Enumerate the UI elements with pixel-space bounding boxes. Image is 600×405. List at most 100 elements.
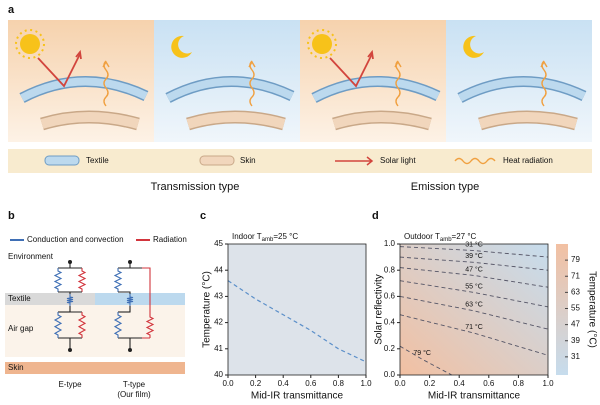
skin-band [5, 362, 185, 374]
y-tick-label: 1.0 [384, 239, 396, 248]
colorbar-tick-label: 71 [571, 271, 580, 280]
wire [77, 268, 87, 292]
panel-label: a [8, 4, 15, 16]
x-tick-label: 0.4 [454, 379, 466, 388]
wire [70, 291, 82, 313]
plot-bg [228, 244, 366, 375]
panel-label: d [372, 210, 379, 222]
contour-line [399, 246, 549, 258]
y-tick-label: 0.2 [384, 344, 396, 353]
y-tick-label: 43 [214, 292, 223, 301]
x-tick-label: 0.2 [250, 379, 262, 388]
legend-label: Conduction and convection [27, 235, 124, 244]
y-tick-label: 40 [214, 370, 223, 379]
contour-line [399, 314, 549, 356]
y-tick-label: 0.8 [384, 265, 396, 274]
caption: Emission type [411, 181, 479, 193]
contour-line [399, 267, 549, 288]
chart-title: Indoor Tamb=25 °C [232, 232, 298, 242]
colorbar-label: Temperature (°C) [586, 271, 597, 348]
layer-label: Air gap [8, 324, 34, 333]
line [227, 280, 367, 363]
x-tick-label: 0.8 [333, 379, 345, 388]
legend-arrow [335, 156, 374, 166]
x-tick-label: 0.8 [513, 379, 525, 388]
title-text: Indoor T [232, 232, 262, 241]
colorbar-tick-label: 79 [571, 255, 580, 264]
type-label: E-type [58, 380, 82, 389]
contour-line [399, 280, 549, 308]
wire [77, 312, 87, 338]
y-tick-label: 42 [214, 318, 223, 327]
x-tick-label: 0.4 [278, 379, 290, 388]
legend-label: Radiation [153, 235, 187, 244]
wire [113, 268, 123, 292]
wire [145, 314, 155, 338]
x-tick-label: 0.0 [394, 379, 406, 388]
title-text: =25 °C [273, 232, 298, 241]
y-tick-label: 41 [214, 344, 223, 353]
contour-line [399, 345, 453, 376]
legend-label: Heat radiation [503, 156, 553, 165]
layer-label: Environment [8, 252, 54, 261]
legend-label: Skin [240, 156, 256, 165]
contour-label: 47 °C [465, 265, 483, 273]
plot-frame [399, 243, 549, 376]
title-text: =27 °C [452, 232, 477, 241]
contour-label: 55 °C [465, 282, 483, 290]
legend-swatch [44, 155, 80, 166]
y-tick-label: 0.0 [384, 370, 396, 379]
colorbar-tick-label: 55 [571, 304, 580, 313]
contour-line [399, 295, 549, 330]
y-axis-label: Temperature (°C) [202, 271, 213, 348]
title-text: Outdoor T [404, 232, 440, 241]
panel-label: c [200, 210, 206, 222]
circuit [53, 260, 155, 352]
x-axis-label: Mid-IR transmittance [251, 391, 344, 400]
layer-label: Skin [8, 363, 24, 372]
type-label: (Our film) [117, 390, 151, 399]
x-axis-label: Mid-IR transmittance [428, 391, 521, 400]
y-tick-label: 0.4 [384, 318, 396, 327]
y-tick-label: 45 [214, 239, 223, 248]
panel-label: b [8, 210, 15, 222]
wire [53, 312, 63, 338]
x-tick-label: 0.0 [222, 379, 234, 388]
legend-swatch [199, 155, 235, 166]
legend-wave [454, 157, 496, 165]
wire [58, 262, 82, 350]
x-tick-label: 0.2 [424, 379, 436, 388]
colorbar-tick-label: 47 [571, 320, 580, 329]
wire [126, 294, 134, 306]
y-tick-label: 44 [214, 265, 223, 274]
contour-label: 79 °C [413, 349, 431, 357]
contour-label: 39 °C [465, 252, 483, 260]
wire [118, 262, 142, 350]
x-tick-label: 0.6 [305, 379, 317, 388]
colorbar-tick-label: 31 [571, 352, 580, 361]
type-label: T-type [123, 380, 146, 389]
plot-frame [227, 243, 367, 376]
legend-label: Solar light [380, 156, 416, 165]
x-tick-label: 1.0 [360, 379, 372, 388]
x-tick-label: 0.6 [483, 379, 495, 388]
textile-band [95, 293, 185, 305]
x-tick-label: 1.0 [542, 379, 554, 388]
wire [142, 267, 151, 339]
title-subscript: amb [440, 237, 452, 243]
wire [113, 312, 123, 338]
title-subscript: amb [262, 237, 274, 243]
contour-label: 71 °C [465, 323, 483, 331]
chart-title: Outdoor Tamb=27 °C [404, 232, 477, 242]
y-axis-label: Solar reflectivity [374, 274, 385, 345]
y-tick-label: 0.6 [384, 292, 396, 301]
plot-bg [400, 244, 548, 375]
wire [66, 294, 74, 306]
colorbar-tick-label: 63 [571, 287, 580, 296]
air-gap [5, 305, 185, 357]
colorbar-tick-label: 39 [571, 336, 580, 345]
contour-label: 63 °C [465, 301, 483, 309]
wire [53, 268, 63, 292]
